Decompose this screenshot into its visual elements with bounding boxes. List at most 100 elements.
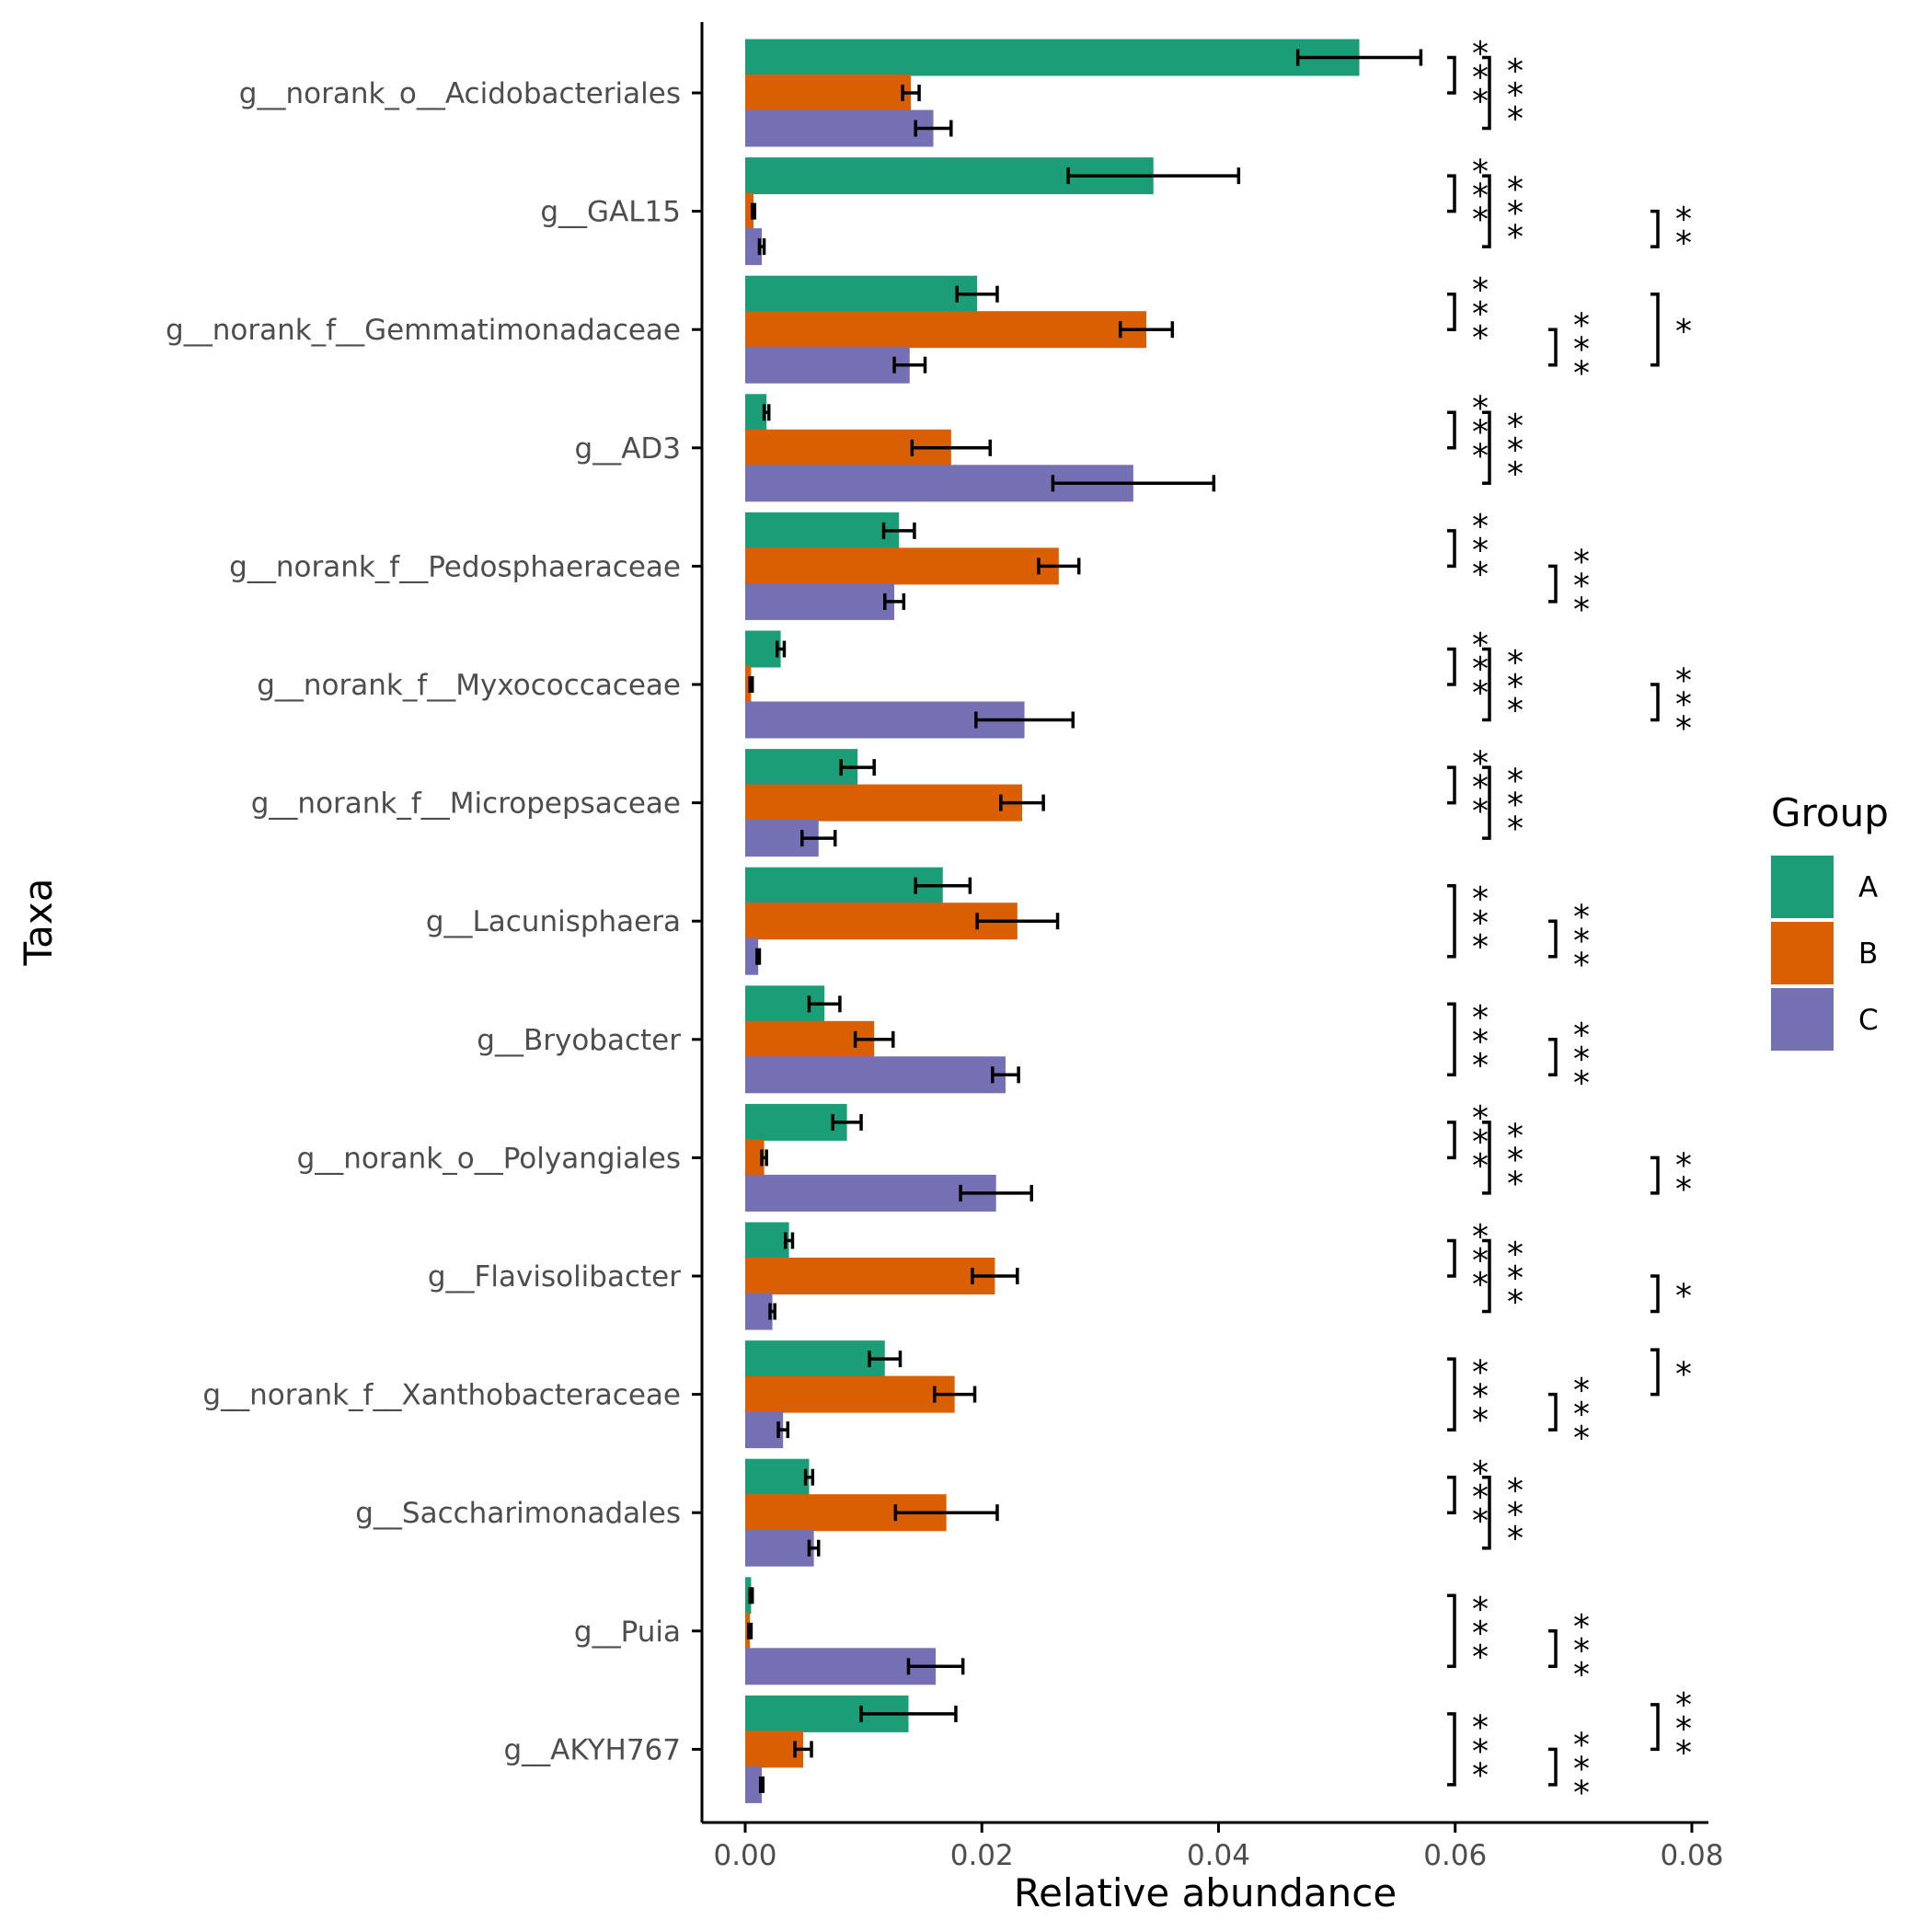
error-bar xyxy=(1051,475,1216,492)
significance-star: * xyxy=(1472,1502,1489,1540)
significance-star: * xyxy=(1573,1017,1590,1054)
significance-star: * xyxy=(1472,177,1489,214)
bar-C xyxy=(745,1174,996,1212)
significance-star: * xyxy=(1472,768,1489,806)
bar-C xyxy=(745,937,759,975)
significance-star: * xyxy=(1675,1147,1692,1185)
y-tick-label: g__Lacunisphaera xyxy=(426,905,681,938)
significance-star: * xyxy=(1507,1496,1524,1534)
significance-star: * xyxy=(1472,1266,1489,1304)
y-tick-label: g__norank_f__Micropepsaceae xyxy=(251,788,681,821)
significance-star: * xyxy=(1472,928,1489,966)
significance-star: * xyxy=(1472,532,1489,569)
significance-star: * xyxy=(1573,1041,1590,1078)
error-bar xyxy=(775,640,787,658)
significance-bracket: *** xyxy=(1482,1472,1524,1558)
significance-bracket: *** xyxy=(1548,898,1590,983)
significance-star: * xyxy=(1507,644,1524,682)
error-bar xyxy=(975,913,1060,930)
error-bar xyxy=(868,1351,903,1368)
significance-bracket: *** xyxy=(1548,544,1590,629)
significance-star: * xyxy=(1472,295,1489,333)
significance-star: * xyxy=(1507,1117,1524,1155)
significance-star: * xyxy=(1507,408,1524,445)
significance-bracket: *** xyxy=(1482,171,1524,257)
significance-bracket: *** xyxy=(1650,1686,1692,1772)
significance-star: * xyxy=(1472,904,1489,942)
significance-bracket: * xyxy=(1650,292,1692,367)
significance-bracket: *** xyxy=(1447,744,1489,830)
significance-bracket: *** xyxy=(1447,153,1489,238)
error-bar xyxy=(974,711,1075,729)
significance-star: * xyxy=(1472,1478,1489,1516)
significance-star: * xyxy=(1573,1751,1590,1788)
error-bar xyxy=(1118,321,1175,339)
significance-star: * xyxy=(1472,880,1489,918)
y-tick-label: g__AD3 xyxy=(575,432,681,466)
significance-star: * xyxy=(1472,1732,1489,1770)
error-bar xyxy=(999,794,1045,811)
significance-layer: ************ ***** ************* **********… xyxy=(1447,35,1692,1812)
significance-bracket: *** xyxy=(1548,306,1590,392)
significance-star: * xyxy=(1675,1355,1692,1393)
bar-C xyxy=(745,1529,814,1567)
significance-star: * xyxy=(1675,661,1692,699)
error-bar xyxy=(748,1587,754,1604)
error-bar xyxy=(991,1066,1020,1084)
significance-star: * xyxy=(1573,1396,1590,1433)
y-tick-label: g__Saccharimonadales xyxy=(355,1497,681,1530)
significance-star: * xyxy=(1472,1218,1489,1256)
significance-star: * xyxy=(1472,414,1489,452)
significance-bracket: *** xyxy=(1447,999,1489,1085)
significance-star: * xyxy=(1472,1378,1489,1416)
legend-items: ABC xyxy=(1771,856,1879,1051)
error-bar xyxy=(1037,558,1081,575)
error-bar xyxy=(883,592,906,610)
significance-star: * xyxy=(1507,52,1524,90)
x-tick-label: 0.04 xyxy=(1187,1839,1250,1872)
significance-bracket: *** xyxy=(1482,408,1524,493)
error-bar xyxy=(914,120,953,137)
significance-star: * xyxy=(1573,1775,1590,1812)
error-bar xyxy=(776,1421,790,1439)
bar-C xyxy=(745,582,895,620)
significance-bracket: *** xyxy=(1447,508,1489,593)
error-bar xyxy=(750,202,757,220)
bar-B xyxy=(745,547,1059,585)
bar-A xyxy=(745,512,900,549)
y-tick-label: g__norank_o__Acidobacteriales xyxy=(239,77,681,110)
significance-star: * xyxy=(1472,1591,1489,1628)
bar-B xyxy=(745,784,1022,822)
y-ticks: g__norank_o__Acidobacteriales g__GAL15 g__… xyxy=(166,77,702,1766)
significance-star: * xyxy=(1472,1756,1489,1794)
significance-bracket: *** xyxy=(1482,1117,1524,1202)
bar-A xyxy=(745,749,858,787)
significance-star: * xyxy=(1472,390,1489,428)
bar-C xyxy=(745,228,763,266)
y-tick-label: g__Puia xyxy=(574,1616,681,1649)
legend-label: B xyxy=(1858,937,1878,971)
significance-star: * xyxy=(1507,1236,1524,1273)
legend-swatch xyxy=(1771,922,1834,984)
significance-star: * xyxy=(1573,330,1590,368)
significance-star: * xyxy=(1507,171,1524,209)
significance-bracket: * xyxy=(1650,1348,1692,1397)
error-bar xyxy=(768,1303,776,1320)
significance-bracket: *** xyxy=(1447,1354,1489,1440)
bar-B xyxy=(745,311,1147,349)
significance-star: * xyxy=(1472,999,1489,1037)
bar-B xyxy=(745,1020,875,1058)
error-bar xyxy=(859,1705,958,1722)
error-bar xyxy=(807,1539,821,1557)
significance-star: * xyxy=(1472,153,1489,190)
significance-bracket: *** xyxy=(1447,1708,1489,1794)
error-bar xyxy=(971,1268,1019,1284)
significance-bracket: *** xyxy=(1548,1608,1590,1694)
error-bar xyxy=(839,759,876,776)
error-bar xyxy=(881,522,916,539)
significance-bracket: *** xyxy=(1548,1017,1590,1102)
significance-star: * xyxy=(1573,1064,1590,1102)
bar-C xyxy=(745,1765,763,1803)
error-bar xyxy=(762,404,771,421)
